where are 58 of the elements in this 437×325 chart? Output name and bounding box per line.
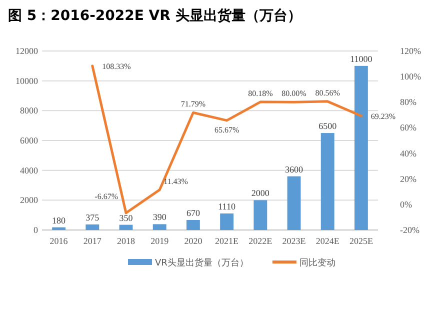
data-label: 390 (152, 212, 167, 222)
y2-tick-label: 60% (400, 122, 417, 133)
data-label: 350 (119, 212, 134, 223)
legend-label: VR头显出货量（万台） (155, 258, 248, 268)
x-tick-label: 2021E (215, 236, 240, 246)
y2-tick-label: 0% (400, 199, 412, 210)
data-label: 80.18% (248, 88, 274, 98)
line-series (91, 64, 362, 214)
y-tick-label: 12000 (16, 46, 38, 56)
x-tick-label: 2019 (150, 236, 170, 246)
data-label: 65.67% (214, 125, 240, 134)
data-label: 80.00% (282, 89, 307, 98)
x-tick-label: 2018 (117, 236, 136, 246)
bar (52, 227, 66, 230)
data-label: 180 (52, 215, 66, 226)
y-tick-label: 4000 (20, 165, 38, 176)
data-label: 6500 (318, 121, 338, 132)
x-tick-label: 2017 (83, 236, 102, 246)
data-label: 375 (86, 212, 100, 222)
legend-label: 同比变动 (299, 258, 336, 268)
data-label: 2000 (251, 188, 270, 198)
bar (86, 224, 100, 230)
bar (254, 200, 268, 230)
data-label: 670 (186, 208, 200, 218)
bar (287, 176, 301, 230)
x-tick-label: 2016 (50, 236, 68, 246)
y2-tick-label: 20% (400, 174, 417, 184)
x-tick-label: 2023E (282, 236, 306, 246)
y2-tick-label: 100% (400, 72, 422, 82)
y-tick-label: 6000 (20, 136, 38, 146)
x-tick-label: 2022E (248, 236, 273, 246)
data-label: 11000 (350, 54, 373, 64)
y2-tick-label: 80% (400, 97, 417, 108)
x-tick-label: 2020 (184, 236, 203, 246)
data-label: 108.33% (102, 62, 132, 71)
data-label: 1110 (218, 201, 236, 212)
data-label: 3600 (285, 164, 304, 174)
y-tick-label: 10000 (16, 76, 38, 86)
bar (220, 213, 234, 230)
bar (186, 220, 200, 230)
data-label: 80.56% (315, 88, 340, 98)
y-tick-label: 2000 (20, 195, 38, 206)
y-tick-label: 8000 (20, 106, 38, 116)
chart-title: 图 5：2016-2022E VR 头显出货量（万台） (8, 8, 302, 24)
bar (320, 133, 334, 230)
y2-tick-label: 40% (400, 148, 417, 158)
data-label: 71.79% (180, 100, 206, 109)
y-tick-label: 0 (34, 225, 38, 235)
x-tick-label: 2024E (316, 236, 340, 246)
data-label: -6.67% (94, 192, 118, 201)
bar (119, 224, 133, 230)
bar (152, 224, 166, 230)
y2-tick-label: -20% (400, 225, 420, 235)
bar (354, 66, 368, 230)
data-label: 69.23% (370, 112, 396, 121)
x-tick-label: 2025E (349, 236, 374, 246)
y2-tick-label: 120% (400, 46, 422, 56)
data-label: 11.43% (164, 176, 188, 186)
